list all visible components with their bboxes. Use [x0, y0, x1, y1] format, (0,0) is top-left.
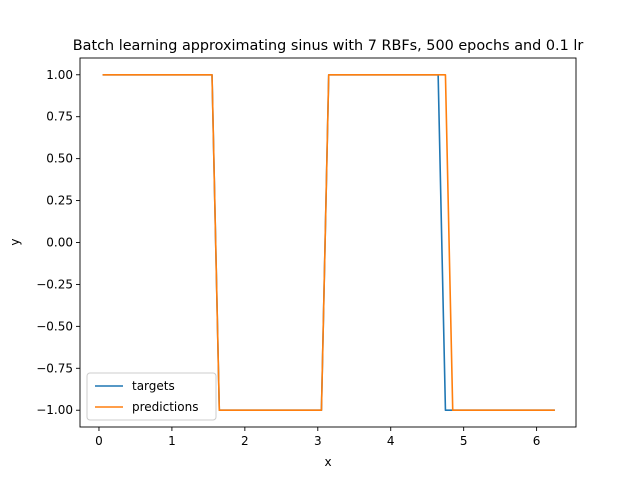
- axes: 0 1 2 3 4 5 6 1.00 0.75 0.50 0.25 0.00 −0.25 −0.50 −0.…: [36, 57, 577, 448]
- legend-label-targets: targets: [132, 379, 175, 393]
- y-tick-label: −1.00: [36, 403, 73, 417]
- chart-title: Batch learning approximating sinus with …: [73, 38, 584, 54]
- y-tick-label: −0.25: [36, 277, 73, 291]
- legend-label-predictions: predictions: [132, 400, 198, 414]
- y-tick-label: 1.00: [46, 68, 73, 82]
- legend: targets predictions: [86, 372, 217, 421]
- y-tick-label: 0.75: [46, 110, 73, 124]
- x-tick-label: 2: [241, 434, 249, 448]
- x-tick-label: 3: [314, 434, 322, 448]
- x-tick-label: 4: [387, 434, 395, 448]
- y-tick-label: −0.50: [36, 319, 73, 333]
- x-tick-label: 1: [168, 434, 176, 448]
- x-axis-label: x: [324, 455, 331, 469]
- y-axis-label: y: [8, 238, 22, 245]
- plot-area: [102, 73, 555, 412]
- series-line-targets: [102, 73, 555, 412]
- y-tick-label: 0.50: [46, 152, 73, 166]
- series-line-predictions: [102, 73, 555, 412]
- x-tick-label: 6: [533, 434, 541, 448]
- x-tick-label: 0: [95, 434, 103, 448]
- y-tick-label: 0.00: [46, 236, 73, 250]
- y-tick-label: 0.25: [46, 194, 73, 208]
- y-tick-label: −0.75: [36, 361, 73, 375]
- x-tick-label: 5: [460, 434, 468, 448]
- legend-box: [86, 372, 217, 421]
